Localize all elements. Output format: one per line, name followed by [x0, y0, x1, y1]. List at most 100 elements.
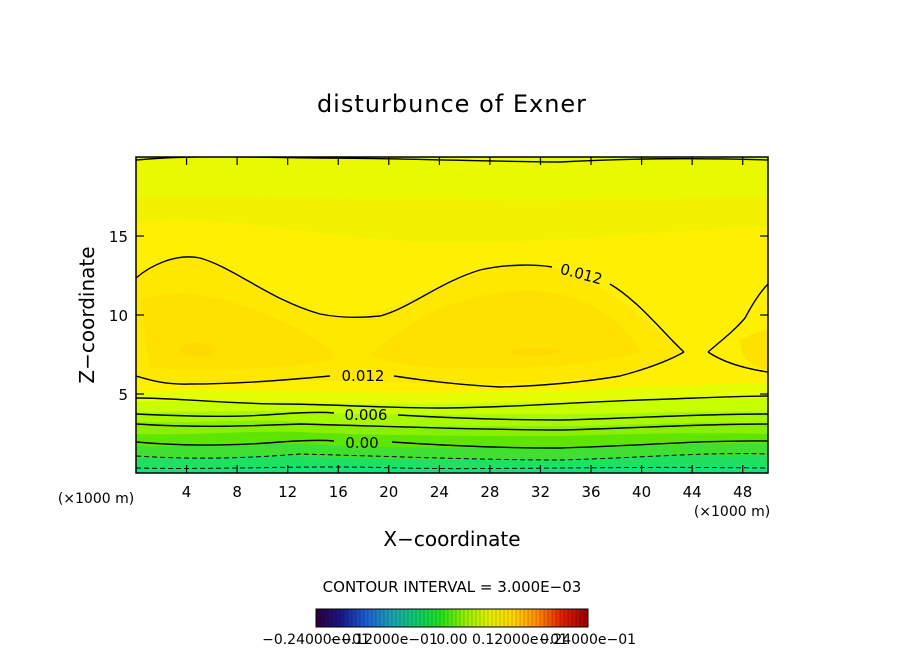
contour-fill	[136, 157, 768, 473]
colorbar-cell	[492, 609, 497, 627]
x-tick-label: 24	[430, 483, 449, 501]
colorbar-cell	[548, 609, 553, 627]
colorbar-cell	[584, 609, 589, 627]
colorbar-cell	[324, 609, 329, 627]
colorbar-cell	[460, 609, 465, 627]
contour-line-0p012-right	[707, 283, 768, 353]
chart-title: disturbunce of Exner	[317, 90, 587, 118]
colorbar-frame	[315, 608, 589, 628]
colorbar-cell	[496, 609, 501, 627]
colorbar-tick-label: −0.24000e−01	[262, 632, 370, 648]
colorbar-cell	[512, 609, 517, 627]
contour-line-neg-0p006	[136, 466, 768, 470]
contour-line-0p012-upper	[136, 256, 685, 353]
colorbar	[315, 609, 589, 627]
colorbar-cell	[392, 609, 397, 627]
colorbar-cell	[380, 609, 385, 627]
y-tick-label: 10	[109, 307, 128, 325]
colorbar-cell	[456, 609, 461, 627]
y-tick-label: 5	[118, 386, 128, 404]
x-unit-label-left: (×1000 m)	[58, 491, 134, 507]
colorbar-cell	[472, 609, 477, 627]
colorbar-tick-label: −0.12000e−01	[330, 632, 438, 648]
contour-label: 0.006	[345, 406, 388, 424]
contour-line-neg-0p003	[136, 453, 768, 461]
colorbar-cell	[572, 609, 577, 627]
colorbar-cell	[364, 609, 369, 627]
x-tick-label: 32	[531, 483, 550, 501]
colorbar-cell	[436, 609, 441, 627]
x-tick-label: 12	[278, 483, 297, 501]
colorbar-cell	[488, 609, 493, 627]
colorbar-cell	[480, 609, 485, 627]
colorbar-cell	[452, 609, 457, 627]
colorbar-cell	[464, 609, 469, 627]
colorbar-cell	[484, 609, 489, 627]
colorbar-cell	[520, 609, 525, 627]
contour-line-0p012-lower	[136, 351, 768, 388]
colorbar-cell	[540, 609, 545, 627]
colorbar-cell	[412, 609, 417, 627]
x-tick-label: 40	[632, 483, 651, 501]
colorbar-cell	[396, 609, 401, 627]
colorbar-cell	[424, 609, 429, 627]
x-tick-label: 4	[182, 483, 192, 501]
x-tick-label: 16	[329, 483, 348, 501]
colorbar-cell	[352, 609, 357, 627]
contour-line-0p006	[136, 411, 768, 421]
contour-label: 0.00	[345, 434, 378, 452]
contour-line-0p003	[136, 423, 768, 431]
x-tick-label: 36	[581, 483, 600, 501]
colorbar-cell	[544, 609, 549, 627]
x-tick-label: 44	[683, 483, 702, 501]
x-unit-label-right: (×1000 m)	[694, 504, 770, 520]
y-axis: 5 10 15	[109, 228, 768, 404]
colorbar-cell	[336, 609, 341, 627]
colorbar-cell	[560, 609, 565, 627]
band-gold-3	[370, 290, 640, 369]
colorbar-cell	[344, 609, 349, 627]
colorbar-cell	[504, 609, 509, 627]
colorbar-cell	[508, 609, 513, 627]
y-axis-title: Z−coordinate	[75, 246, 99, 383]
colorbar-cell	[564, 609, 569, 627]
colorbar-cell	[552, 609, 557, 627]
colorbar-cell	[356, 609, 361, 627]
colorbar-cell	[384, 609, 389, 627]
contour-interval-text: CONTOUR INTERVAL = 3.000E−03	[323, 578, 582, 596]
colorbar-cell	[316, 609, 321, 627]
colorbar-cell	[440, 609, 445, 627]
colorbar-cell	[536, 609, 541, 627]
x-tick-label: 28	[480, 483, 499, 501]
colorbar-cell	[388, 609, 393, 627]
colorbar-cell	[468, 609, 473, 627]
colorbar-cell	[376, 609, 381, 627]
colorbar-cell	[372, 609, 377, 627]
colorbar-cell	[524, 609, 529, 627]
colorbar-tick-label: 0.12000e−01	[472, 632, 568, 648]
colorbar-ticks: −0.24000e−01−0.12000e−010.00 0.12000e−010…	[262, 632, 636, 648]
contour-line-upper-edge	[136, 157, 768, 163]
x-tick-label: 20	[379, 483, 398, 501]
x-axis-title: X−coordinate	[383, 527, 520, 551]
colorbar-cell	[528, 609, 533, 627]
colorbar-cell	[340, 609, 345, 627]
colorbar-cell	[556, 609, 561, 627]
contour-lines	[136, 157, 768, 470]
colorbar-cell	[568, 609, 573, 627]
colorbar-cell	[328, 609, 333, 627]
colorbar-tick-label: 0.24000e−01	[540, 632, 636, 648]
contour-line-0p00	[136, 439, 768, 449]
colorbar-cell	[476, 609, 481, 627]
colorbar-cell	[416, 609, 421, 627]
colorbar-cell	[576, 609, 581, 627]
colorbar-cell	[428, 609, 433, 627]
colorbar-cell	[444, 609, 449, 627]
colorbar-cell	[532, 609, 537, 627]
y-tick-label: 15	[109, 228, 128, 246]
colorbar-cell	[400, 609, 405, 627]
colorbar-cell	[500, 609, 505, 627]
x-axis: 4 8 12 16 20 24 28 32 36 40 44 48	[182, 157, 752, 501]
x-tick-label: 8	[232, 483, 242, 501]
